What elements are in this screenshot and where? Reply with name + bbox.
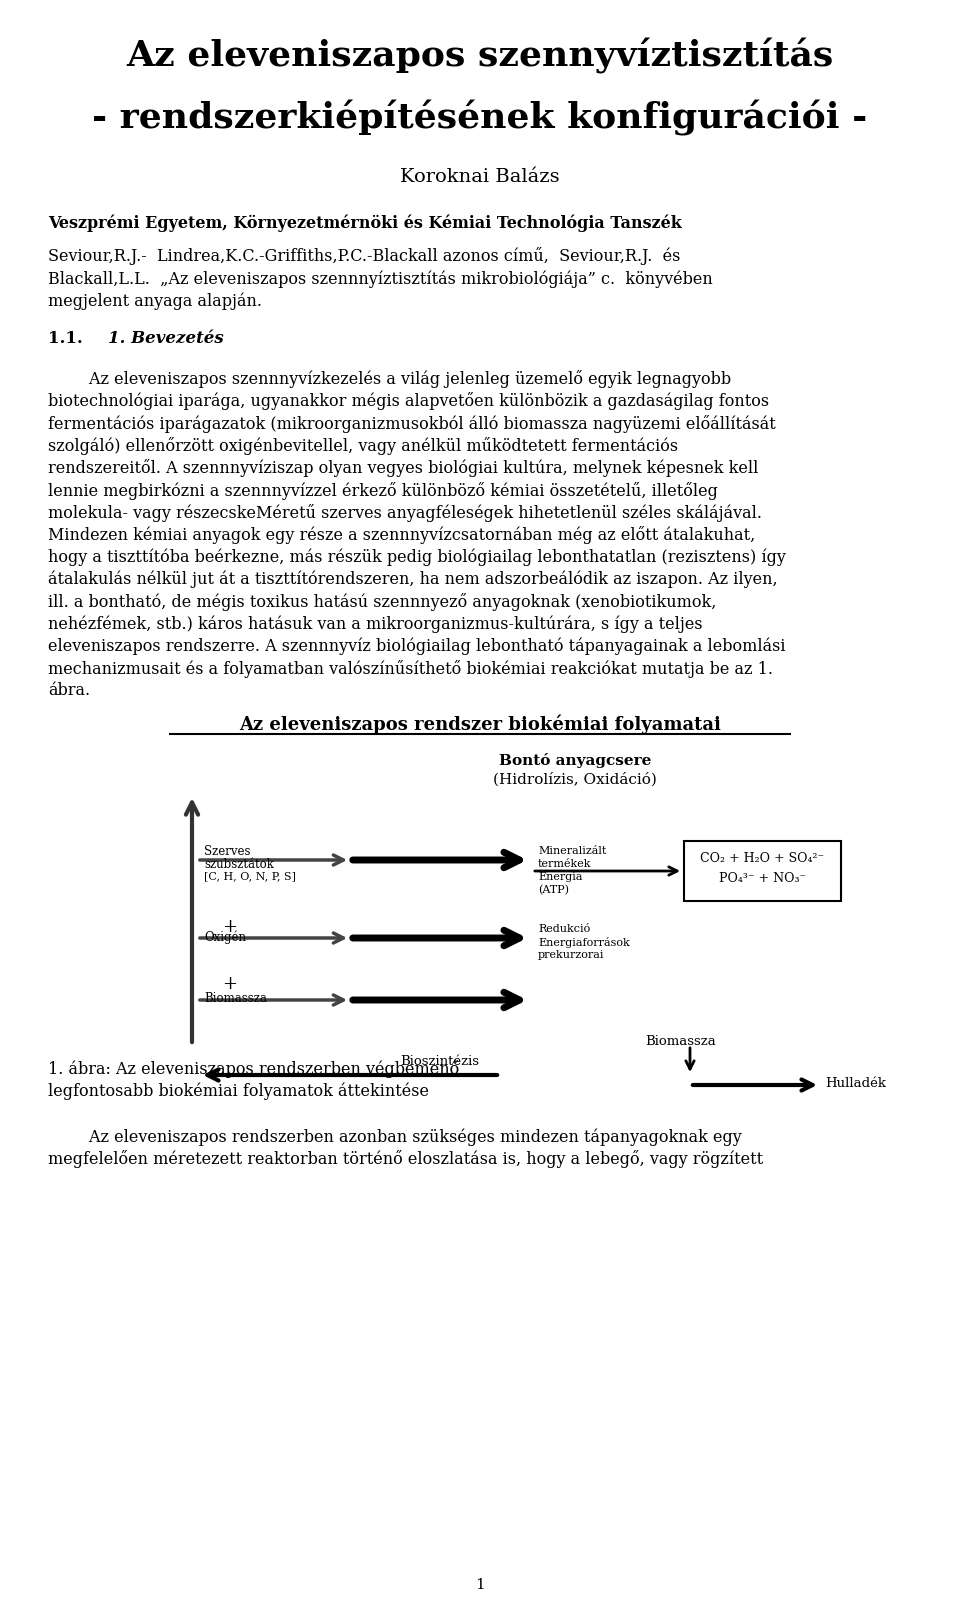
Text: Veszprémi Egyetem, Környezetmérnöki és Kémiai Technológia Tanszék: Veszprémi Egyetem, Környezetmérnöki és K… xyxy=(48,215,682,232)
Text: Az eleveniszapos rendszer biokémiai folyamatai: Az eleveniszapos rendszer biokémiai foly… xyxy=(239,715,721,734)
Text: hogy a tiszttítóba beérkezne, más részük pedig biológiailag lebonthatatlan (rezi: hogy a tiszttítóba beérkezne, más részük… xyxy=(48,548,786,566)
FancyBboxPatch shape xyxy=(684,842,841,901)
Text: 1.1.: 1.1. xyxy=(48,330,94,346)
Text: szolgáló) ellenőrzött oxigénbevitellel, vagy anélkül működtetett fermentációs: szolgáló) ellenőrzött oxigénbevitellel, … xyxy=(48,438,678,455)
Text: átalakulás nélkül jut át a tiszttítórendszeren, ha nem adszorbeálódik az iszapon: átalakulás nélkül jut át a tiszttítórend… xyxy=(48,571,778,588)
Text: rendszereitől. A szennnyvíziszap olyan vegyes biológiai kultúra, melynek képesne: rendszereitől. A szennnyvíziszap olyan v… xyxy=(48,458,758,478)
Text: Az eleveniszapos szennyvíztisztítás: Az eleveniszapos szennyvíztisztítás xyxy=(127,38,833,74)
Text: Seviour,R.J.-  Lindrea,K.C.-Griffiths,P.C.-Blackall azonos című,  Seviour,R.J.  : Seviour,R.J.- Lindrea,K.C.-Griffiths,P.C… xyxy=(48,247,681,264)
Text: Biomassza: Biomassza xyxy=(645,1036,716,1048)
Text: [C, H, O, N, P, S]: [C, H, O, N, P, S] xyxy=(204,870,296,882)
Text: mechanizmusait és a folyamatban valószínűsíthető biokémiai reakciókat mutatja be: mechanizmusait és a folyamatban valószín… xyxy=(48,660,773,678)
Text: molekula- vagy részecskeMéretű szerves anyagféleségek hihetetlenül széles skáláj: molekula- vagy részecskeMéretű szerves a… xyxy=(48,503,762,523)
Text: Az eleveniszapos rendszerben azonban szükséges mindezen tápanyagoknak egy: Az eleveniszapos rendszerben azonban szü… xyxy=(48,1129,742,1146)
Text: +: + xyxy=(222,975,237,992)
Text: biotechnológiai iparága, ugyanakkor mégis alapvetően különbözik a gazdaságilag f: biotechnológiai iparága, ugyanakkor mégi… xyxy=(48,393,769,410)
Text: fermentációs iparágazatok (mikroorganizmusokból álló biomassza nagyüzemi előállí: fermentációs iparágazatok (mikroorganizm… xyxy=(48,415,776,433)
Text: - rendszerkiépítésének konfigurációi -: - rendszerkiépítésének konfigurációi - xyxy=(92,99,868,136)
Text: lennie megbirkózni a szennnyvízzel érkező különböző kémiai összetételű, illetőle: lennie megbirkózni a szennnyvízzel érkez… xyxy=(48,481,718,500)
Text: Mindezen kémiai anyagok egy része a szennnyvízcsatornában még az előtt átalakuha: Mindezen kémiai anyagok egy része a szen… xyxy=(48,526,756,543)
Text: Oxigén: Oxigén xyxy=(204,930,246,944)
Text: ill. a bontható, de mégis toxikus hatású szennnyező anyagoknak (xenobiotikumok,: ill. a bontható, de mégis toxikus hatású… xyxy=(48,593,716,611)
Text: Bioszintézis: Bioszintézis xyxy=(400,1055,479,1068)
Text: Mineralizált: Mineralizált xyxy=(538,846,607,856)
Text: Az eleveniszapos szennnyvízkezelés a világ jelenleg üzemelő egyik legnagyobb: Az eleveniszapos szennnyvízkezelés a vil… xyxy=(48,370,732,388)
Text: eleveniszapos rendszerre. A szennnyvíz biológiailag lebontható tápanyagainak a l: eleveniszapos rendszerre. A szennnyvíz b… xyxy=(48,638,785,656)
Text: Energiaforrások: Energiaforrások xyxy=(538,938,630,947)
Text: legfontosabb biokémiai folyamatok áttekintése: legfontosabb biokémiai folyamatok átteki… xyxy=(48,1084,429,1101)
Text: prekurzorai: prekurzorai xyxy=(538,951,605,960)
Text: szubsztátok: szubsztátok xyxy=(204,858,274,870)
Text: Hulladék: Hulladék xyxy=(825,1077,886,1090)
Text: Koroknai Balázs: Koroknai Balázs xyxy=(400,168,560,186)
Text: Energia: Energia xyxy=(538,872,583,882)
Text: termékek: termékek xyxy=(538,859,591,869)
Text: Bontó anyagcsere: Bontó anyagcsere xyxy=(499,753,651,768)
Text: PO₄³⁻ + NO₃⁻: PO₄³⁻ + NO₃⁻ xyxy=(719,872,806,885)
Text: (Hidrolízis, Oxidáció): (Hidrolízis, Oxidáció) xyxy=(493,773,657,787)
Text: 1: 1 xyxy=(475,1577,485,1592)
Text: (ATP): (ATP) xyxy=(538,885,569,896)
Text: megfelelően méretezett reaktorban történő eloszlatása is, hogy a lebegő, vagy rö: megfelelően méretezett reaktorban történ… xyxy=(48,1151,763,1169)
Text: Szerves: Szerves xyxy=(204,845,251,858)
Text: Biomassza: Biomassza xyxy=(204,992,267,1005)
Text: megjelent anyaga alapján.: megjelent anyaga alapján. xyxy=(48,293,262,311)
Text: 1. Bevezetés: 1. Bevezetés xyxy=(108,330,224,346)
Text: ábra.: ábra. xyxy=(48,683,90,699)
Text: Blackall,L.L.  „Az eleveniszapos szennnyíztisztítás mikrobiológiája” c.  könyvéb: Blackall,L.L. „Az eleveniszapos szennnyí… xyxy=(48,269,712,287)
Text: 1. ábra: Az eleveniszapos rendszerben végbemenő: 1. ábra: Az eleveniszapos rendszerben vé… xyxy=(48,1060,459,1077)
Text: nehézfémek, stb.) káros hatásuk van a mikroorganizmus-kultúrára, s így a teljes: nehézfémek, stb.) káros hatásuk van a mi… xyxy=(48,616,703,633)
Text: +: + xyxy=(222,919,237,936)
Text: Redukció: Redukció xyxy=(538,923,590,935)
Text: CO₂ + H₂O + SO₄²⁻: CO₂ + H₂O + SO₄²⁻ xyxy=(701,853,825,866)
